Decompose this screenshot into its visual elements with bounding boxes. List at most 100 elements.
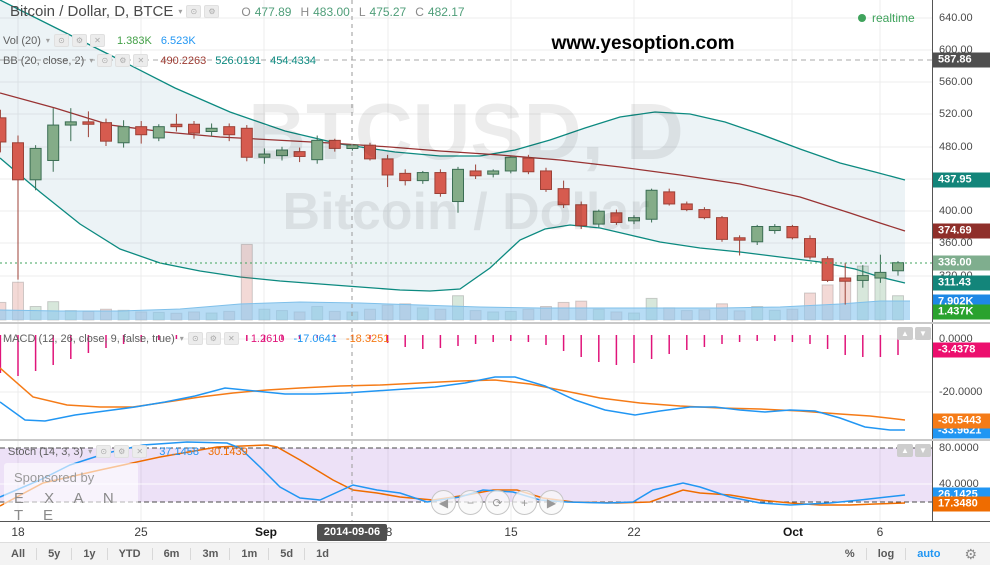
time-axis-label: 22 <box>627 525 641 539</box>
volume-values: 1.383K 6.523K <box>108 35 196 47</box>
ohlc-letter: H <box>300 4 310 19</box>
pane-move-up-icon[interactable]: ▲ <box>897 444 913 457</box>
macd-indicator-label[interactable]: MACD (12, 26, close, 9, false, true) <box>3 332 175 345</box>
zoom-out-icon[interactable]: − <box>458 490 483 515</box>
stoch-values: 37.1458 30.1439 <box>150 446 248 458</box>
indicator-value: -17.0641 <box>293 332 337 345</box>
pane-move-down-icon[interactable]: ▼ <box>915 327 931 340</box>
ohlc-value: 475.27 <box>369 4 407 19</box>
range-button-3m[interactable]: 3m <box>202 548 219 560</box>
eye-icon[interactable]: ⊙ <box>97 54 113 67</box>
scale-button-percent[interactable]: % <box>844 548 855 560</box>
axis-tick-label: 360.00 <box>939 237 973 249</box>
axis-price-badge: 1.437K <box>933 304 990 320</box>
toolbar-divider <box>268 548 270 560</box>
range-button-all[interactable]: All <box>11 548 26 560</box>
bb-values: 490.2263 526.0191 454.4334 <box>151 55 316 67</box>
bb-indicator-label[interactable]: BB (20, close, 2) <box>3 54 85 67</box>
gear-icon[interactable]: ⚙ <box>71 34 87 47</box>
eye-icon[interactable]: ⊙ <box>187 332 203 345</box>
range-button-ytd[interactable]: YTD <box>118 548 141 560</box>
realtime-dot-icon <box>858 14 866 22</box>
toolbar-divider <box>151 548 153 560</box>
pane-move-down-icon[interactable]: ▼ <box>915 444 931 457</box>
axis-price-badge: 311.43 <box>933 275 990 291</box>
symbol-title[interactable]: Bitcoin / Dollar, D, BTCE <box>10 3 174 20</box>
chevron-down-icon[interactable]: ▾ <box>88 447 93 456</box>
toolbar-divider <box>190 548 192 560</box>
chevron-down-icon[interactable]: ▾ <box>45 36 50 45</box>
time-axis-label: 18 <box>11 525 25 539</box>
axis-tick-label: 560.00 <box>939 76 973 88</box>
axis-tick-label: 40.0000 <box>939 478 979 490</box>
legend-bb-row: BB (20, close, 2) ▾ ⊙ ⚙ ✕ 490.2263 526.01… <box>3 53 316 68</box>
realtime-indicator: realtime <box>858 11 915 25</box>
close-icon[interactable]: ✕ <box>133 54 149 67</box>
range-button-6m[interactable]: 6m <box>163 548 180 560</box>
volume-indicator-label[interactable]: Vol (20) <box>3 34 41 47</box>
realtime-label: realtime <box>872 11 915 25</box>
ohlc-letter: O <box>241 4 251 19</box>
pane-move-up-icon[interactable]: ▲ <box>897 327 913 340</box>
pane-separator[interactable] <box>0 439 990 441</box>
axis-tick-label: -20.0000 <box>939 386 983 398</box>
range-button-5y[interactable]: 5y <box>48 548 61 560</box>
crosshair-date-badge: 2014-09-06 <box>317 524 387 541</box>
price-axis[interactable]: 640.00 600.00 560.00 520.00 480.00 400.00 360.… <box>932 0 990 521</box>
stoch-indicator-label[interactable]: Stoch (14, 3, 3) <box>8 445 84 458</box>
chevron-down-icon[interactable]: ▾ <box>179 334 184 343</box>
eye-icon[interactable]: ⊙ <box>53 34 69 47</box>
gear-icon[interactable]: ⚙ <box>115 54 131 67</box>
scale-button-log[interactable]: log <box>877 548 895 560</box>
eye-icon[interactable]: ⊙ <box>96 445 112 458</box>
indicator-value: 490.2263 <box>160 54 207 67</box>
ohlc-letter: L <box>358 4 366 19</box>
zoom-in-icon[interactable]: + <box>512 490 537 515</box>
indicator-value: -18.3251 <box>345 332 390 345</box>
axis-price-badge: 17.3480 <box>933 496 990 512</box>
time-axis-label: 25 <box>134 525 148 539</box>
chevron-down-icon[interactable]: ▾ <box>178 7 183 16</box>
time-axis-label: 6 <box>876 525 884 539</box>
macd-values: 1.2610 -17.0641 -18.3251 <box>242 333 390 345</box>
close-icon[interactable]: ✕ <box>223 332 239 345</box>
axis-price-badge: -3.4378 <box>933 342 990 358</box>
scale-button-auto[interactable]: auto <box>917 548 941 560</box>
axis-price-badge: -30.5443 <box>933 413 990 429</box>
range-button-5d[interactable]: 5d <box>280 548 294 560</box>
chart-canvas[interactable] <box>0 0 932 521</box>
indicator-value: 1.2610 <box>250 332 285 345</box>
chevron-down-icon[interactable]: ▾ <box>89 56 94 65</box>
indicator-value: 30.1439 <box>208 445 248 458</box>
eye-icon[interactable]: ⊙ <box>186 5 202 18</box>
indicator-value: 6.523K <box>160 34 196 47</box>
legend-stoch-row: Stoch (14, 3, 3) ▾ ⊙ ⚙ ✕ 37.1458 30.1439 <box>8 444 248 459</box>
bottom-toolbar: All 5y 1y YTD 6m 3m 1m 5d 1d % log auto ⚙ <box>0 542 990 565</box>
axis-price-badge: 336.00 <box>933 255 990 271</box>
gear-icon[interactable]: ⚙ <box>205 332 221 345</box>
axis-price-badge: 587.86 <box>933 52 990 68</box>
ohlc-value: 482.17 <box>427 4 465 19</box>
axis-price-badge: 374.69 <box>933 223 990 239</box>
axis-tick-label: 480.00 <box>939 141 973 153</box>
chart-settings-gear-icon[interactable]: ⚙ <box>964 545 977 562</box>
sponsor-brand[interactable]: E X A N T E <box>14 490 122 524</box>
ohlc-value: 483.00 <box>313 4 350 19</box>
chart-plot-area[interactable]: BTCUSD, D Bitcoin / Dollar www.yesoption… <box>0 0 932 524</box>
ohlc-value: 477.89 <box>254 4 292 19</box>
time-axis-label: 15 <box>504 525 518 539</box>
scroll-left-icon[interactable]: ◀ <box>431 490 456 515</box>
close-icon[interactable]: ✕ <box>132 445 148 458</box>
toolbar-divider <box>304 548 306 560</box>
reset-view-icon[interactable]: ⟳ <box>485 490 510 515</box>
pane-separator[interactable] <box>0 322 990 324</box>
gear-icon[interactable]: ⚙ <box>204 5 220 18</box>
range-button-1m[interactable]: 1m <box>241 548 258 560</box>
indicator-value: 526.0191 <box>215 54 262 67</box>
range-button-1y[interactable]: 1y <box>83 548 96 560</box>
time-axis[interactable]: 18 25 Sep 8 15 22 Oct 6 2014-09-06 <box>0 521 990 542</box>
range-button-1d[interactable]: 1d <box>316 548 329 560</box>
scroll-right-icon[interactable]: ▶ <box>539 490 564 515</box>
close-icon[interactable]: ✕ <box>89 34 105 47</box>
gear-icon[interactable]: ⚙ <box>114 445 130 458</box>
